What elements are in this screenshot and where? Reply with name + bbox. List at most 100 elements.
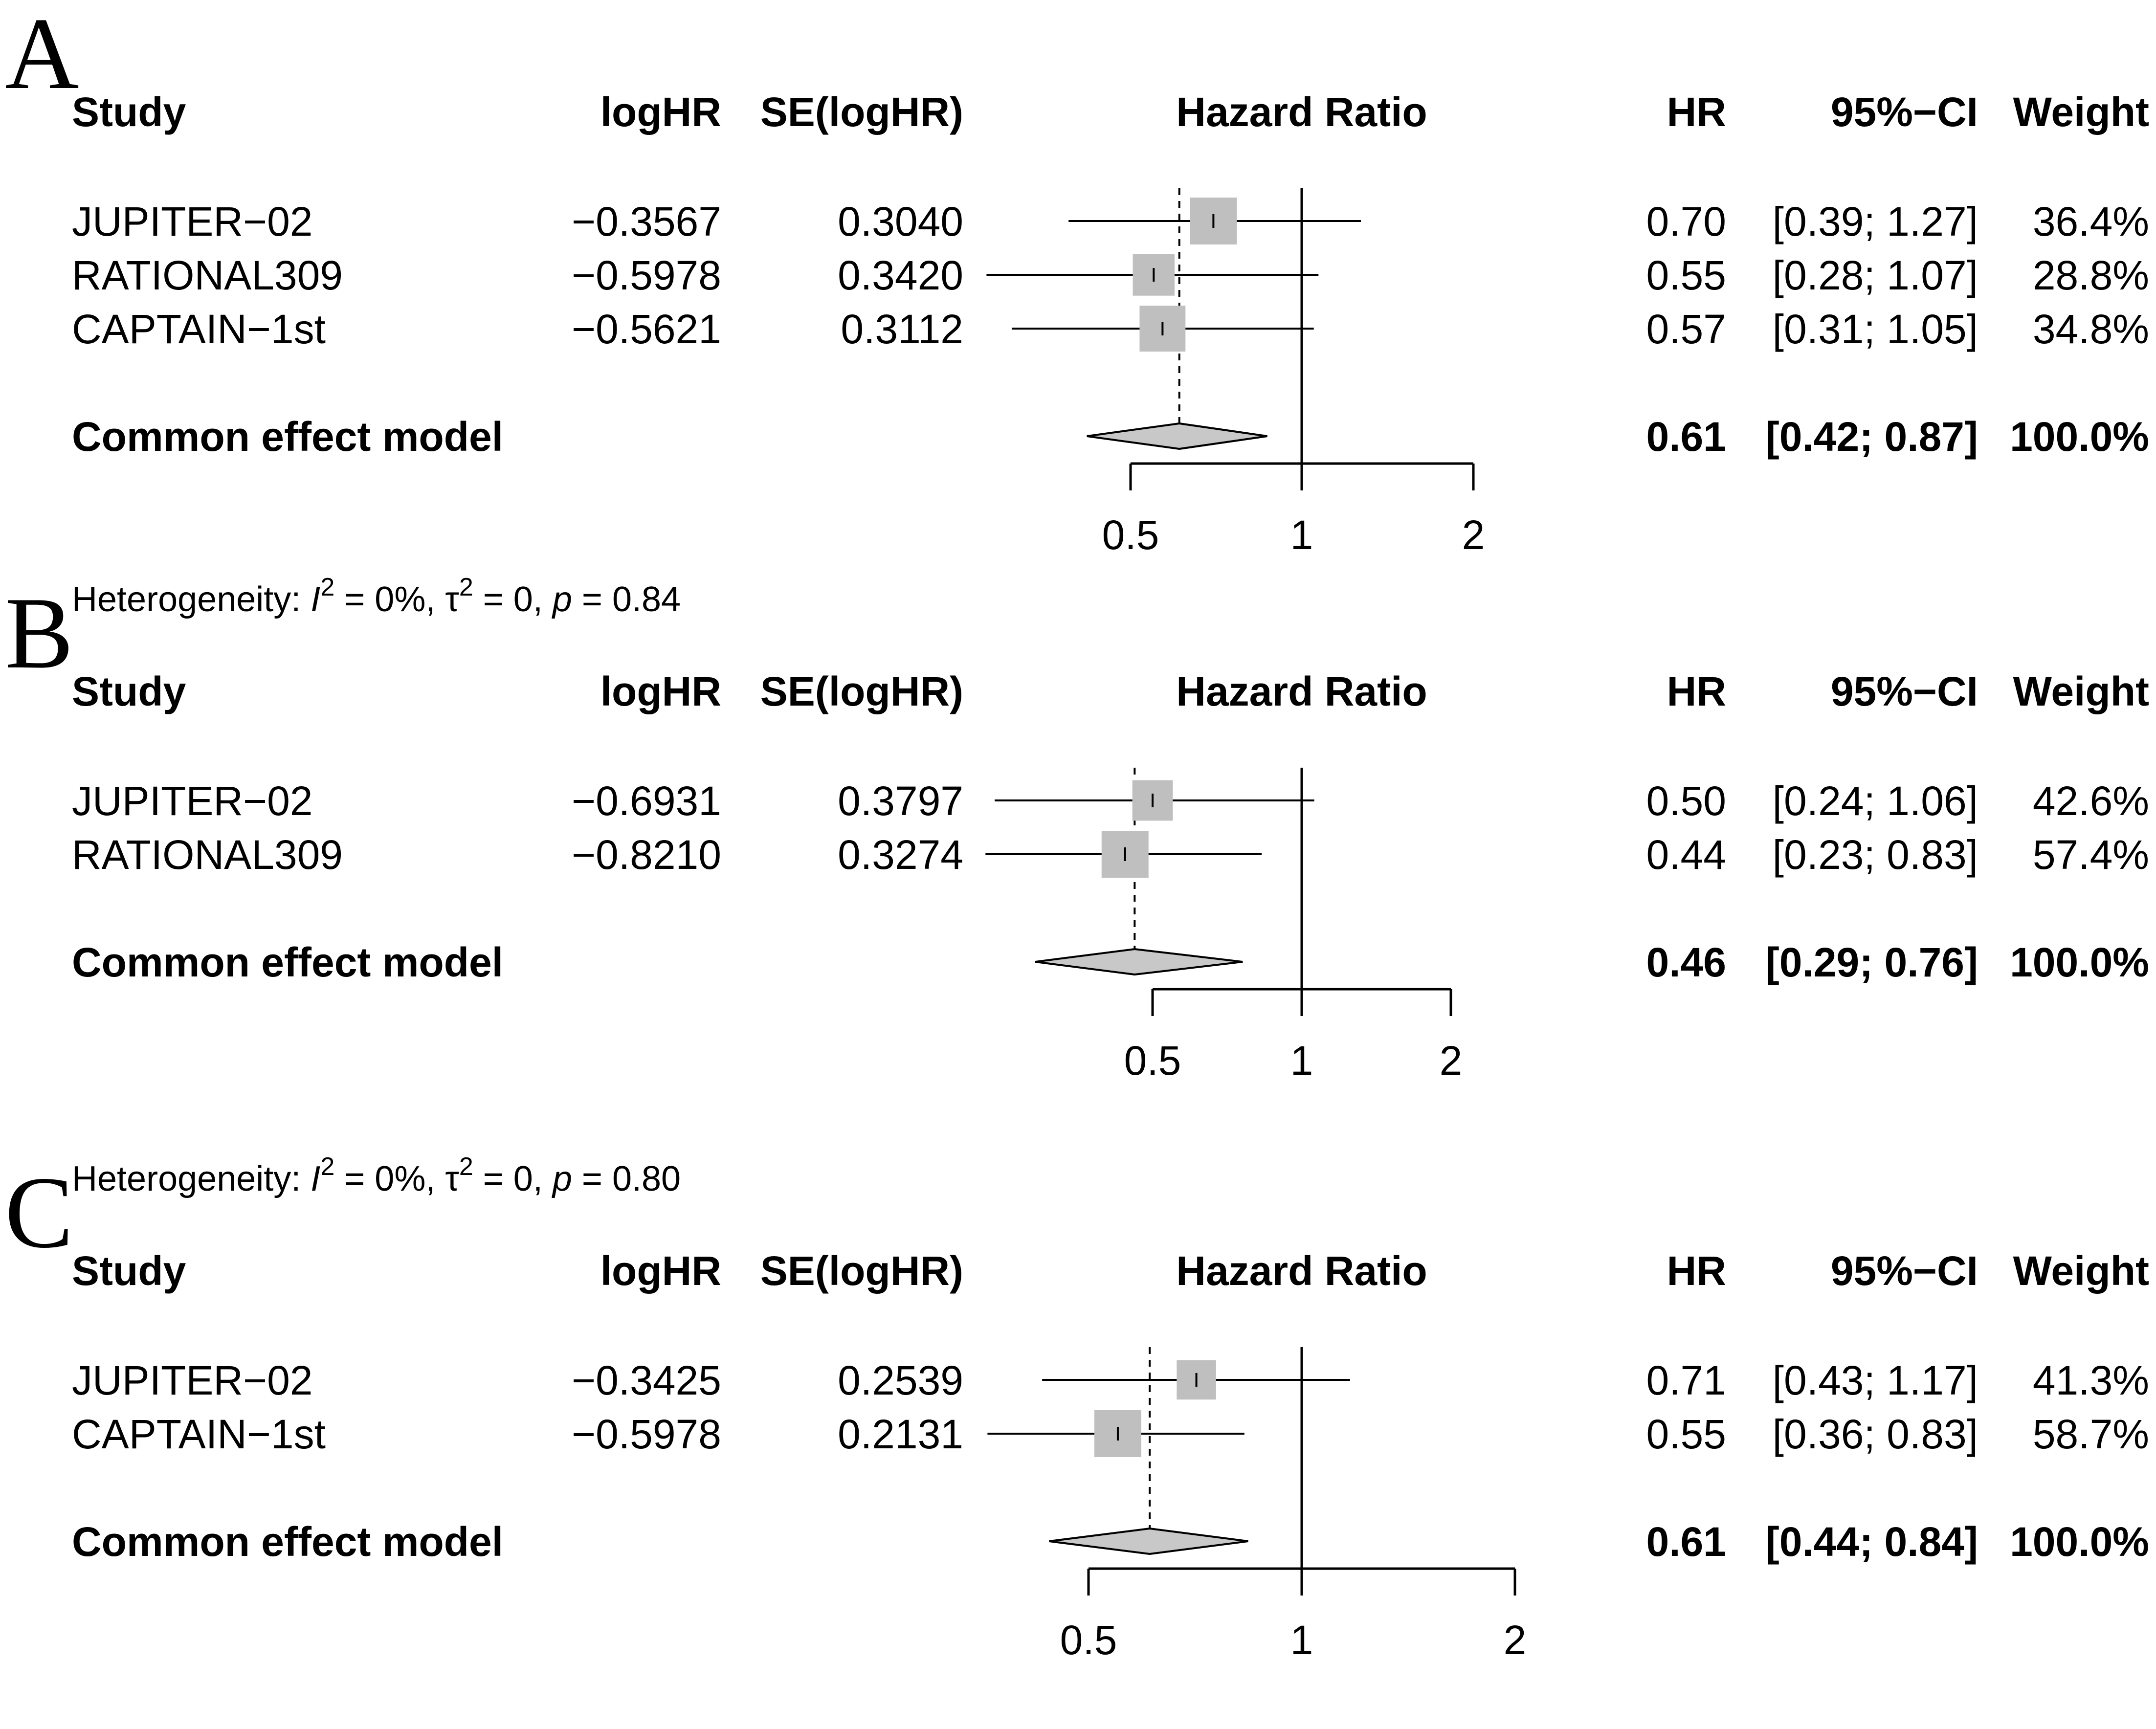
- x-axis: 0.5 1 2: [1102, 462, 1485, 558]
- study-name: RATIONAL309: [72, 252, 343, 298]
- heterogeneity-text: Heterogeneity: I2 = 0%, τ2 = 0, p = 0.84: [72, 573, 681, 619]
- heterogeneity-tau-symbol: τ: [445, 580, 459, 619]
- study-ci: [0.36; 0.83]: [1773, 1411, 1978, 1457]
- study-row: JUPITER−02 −0.6931 0.3797 0.50 [0.24; 1.06] 4…: [72, 778, 2149, 824]
- study-loghr: −0.5621: [572, 306, 721, 352]
- heterogeneity-prefix: Heterogeneity:: [72, 580, 311, 619]
- heterogeneity-p-value: = 0.84: [572, 580, 681, 619]
- study-ci: [0.43; 1.17]: [1773, 1357, 1978, 1403]
- pooled-label: Common effect model: [72, 1519, 503, 1565]
- study-ci: [0.39; 1.27]: [1773, 199, 1978, 244]
- study-hr: 0.70: [1646, 199, 1727, 244]
- study-hr: 0.55: [1646, 252, 1727, 298]
- x-axis-tick-label: 0.5: [1124, 1038, 1181, 1084]
- heterogeneity-p-value: = 0.80: [572, 1159, 681, 1198]
- study-hr: 0.55: [1646, 1411, 1727, 1457]
- pooled-diamond: [1049, 1527, 1248, 1555]
- header-hr: HR: [1667, 1248, 1726, 1294]
- study-row: RATIONAL309 −0.5978 0.3420 0.55 [0.28; 1.07]…: [72, 252, 2149, 298]
- heterogeneity-tau-sup: 2: [459, 1153, 473, 1181]
- x-axis-tick-label: 1: [1290, 1038, 1313, 1084]
- heterogeneity-i2-value: = 0%,: [334, 580, 445, 619]
- study-loghr: −0.8210: [572, 832, 721, 878]
- study-weight: 42.6%: [2033, 778, 2149, 824]
- study-se: 0.3420: [838, 252, 963, 298]
- header-weight: Weight: [2013, 668, 2149, 714]
- x-axis-tick-label: 2: [1462, 512, 1485, 558]
- panel-letter: B: [5, 576, 73, 690]
- study-name: JUPITER−02: [72, 778, 313, 824]
- study-weight: 58.7%: [2033, 1411, 2149, 1457]
- study-hr: 0.44: [1646, 832, 1727, 878]
- heterogeneity-tau-symbol: τ: [445, 1159, 459, 1198]
- header-hazard-ratio: Hazard Ratio: [1176, 668, 1427, 714]
- header-weight: Weight: [2013, 89, 2149, 135]
- x-axis-tick-label: 0.5: [1060, 1617, 1117, 1663]
- heterogeneity-tau-sup: 2: [459, 573, 473, 601]
- x-axis-tick-label: 1: [1290, 512, 1313, 558]
- heterogeneity-i2-symbol: I: [311, 580, 320, 619]
- header-se: SE(logHR): [760, 668, 963, 714]
- heterogeneity-p-symbol: p: [552, 1159, 572, 1198]
- header-se: SE(logHR): [760, 1248, 963, 1294]
- pooled-diamond: [1035, 948, 1243, 976]
- pooled-ci: [0.29; 0.76]: [1766, 939, 1978, 985]
- panel-letter: A: [5, 0, 79, 111]
- pooled-ci: [0.44; 0.84]: [1766, 1519, 1978, 1565]
- header-hr: HR: [1667, 668, 1726, 714]
- study-se: 0.2131: [838, 1411, 963, 1457]
- study-name: RATIONAL309: [72, 832, 343, 878]
- study-se: 0.3274: [838, 832, 963, 878]
- pooled-hr: 0.61: [1646, 414, 1727, 460]
- header-loghr: logHR: [600, 1248, 721, 1294]
- study-weight: 34.8%: [2033, 306, 2149, 352]
- heterogeneity-prefix: Heterogeneity:: [72, 1159, 311, 1198]
- study-weight: 57.4%: [2033, 832, 2149, 878]
- study-name: JUPITER−02: [72, 1357, 313, 1403]
- header-ci: 95%−CI: [1831, 668, 1978, 714]
- pooled-hr: 0.46: [1646, 939, 1727, 985]
- study-hr: 0.71: [1646, 1357, 1727, 1403]
- study-name: CAPTAIN−1st: [72, 306, 326, 352]
- study-weight: 41.3%: [2033, 1357, 2149, 1403]
- heterogeneity-i2-sup: 2: [320, 1153, 334, 1181]
- header-hazard-ratio: Hazard Ratio: [1176, 1248, 1427, 1294]
- pooled-hr: 0.61: [1646, 1519, 1727, 1565]
- pooled-weight: 100.0%: [2010, 414, 2149, 460]
- study-name: CAPTAIN−1st: [72, 1411, 326, 1457]
- study-row: JUPITER−02 −0.3425 0.2539 0.71 [0.43; 1.17] 4…: [72, 1357, 2149, 1403]
- header-study: Study: [72, 1248, 186, 1294]
- x-axis: 0.5 1 2: [1124, 988, 1462, 1084]
- study-ci: [0.31; 1.05]: [1773, 306, 1978, 352]
- study-se: 0.3040: [838, 199, 963, 244]
- pooled-row: Common effect model 0.61 [0.42; 0.87] 100.0…: [72, 414, 2149, 460]
- header-se: SE(logHR): [760, 89, 963, 135]
- study-loghr: −0.3425: [572, 1357, 721, 1403]
- study-ci: [0.24; 1.06]: [1773, 778, 1978, 824]
- study-ci: [0.28; 1.07]: [1773, 252, 1978, 298]
- pooled-row: Common effect model 0.61 [0.44; 0.84] 100.0…: [72, 1519, 2149, 1565]
- header-hr: HR: [1667, 89, 1726, 135]
- pooled-label: Common effect model: [72, 414, 503, 460]
- header-weight: Weight: [2013, 1248, 2149, 1294]
- header-ci: 95%−CI: [1831, 89, 1978, 135]
- header-loghr: logHR: [600, 89, 721, 135]
- study-loghr: −0.6931: [572, 778, 721, 824]
- header-study: Study: [72, 89, 186, 135]
- study-hr: 0.57: [1646, 306, 1727, 352]
- study-loghr: −0.5978: [572, 252, 721, 298]
- study-row: JUPITER−02 −0.3567 0.3040 0.70 [0.39; 1.27] 3…: [72, 198, 2149, 244]
- study-weight: 36.4%: [2033, 199, 2149, 244]
- heterogeneity-tau-value: = 0,: [473, 1159, 553, 1198]
- heterogeneity-i2-sup: 2: [320, 573, 334, 601]
- study-weight: 28.8%: [2033, 252, 2149, 298]
- x-axis-tick-label: 0.5: [1102, 512, 1159, 558]
- pooled-weight: 100.0%: [2010, 1519, 2149, 1565]
- pooled-row: Common effect model 0.46 [0.29; 0.76] 100.0…: [72, 939, 2149, 985]
- heterogeneity-tau-value: = 0,: [473, 580, 553, 619]
- study-name: JUPITER−02: [72, 199, 313, 244]
- header-ci: 95%−CI: [1831, 1248, 1978, 1294]
